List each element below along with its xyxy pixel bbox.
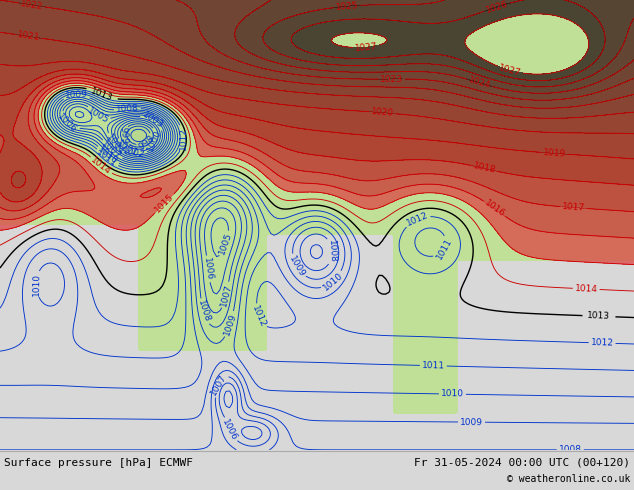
Text: 1010: 1010 <box>96 145 120 167</box>
Text: 1014: 1014 <box>574 284 598 294</box>
Text: 1026: 1026 <box>485 0 509 15</box>
Text: 1020: 1020 <box>370 107 394 118</box>
Text: 998: 998 <box>137 133 156 151</box>
Text: 1012: 1012 <box>591 338 614 348</box>
Text: 1001: 1001 <box>115 139 139 158</box>
Text: 1017: 1017 <box>562 202 585 213</box>
Text: 1008: 1008 <box>327 240 337 263</box>
Text: 1010: 1010 <box>441 390 464 399</box>
Text: 1023: 1023 <box>380 74 403 83</box>
Text: 1006: 1006 <box>221 417 239 442</box>
Text: 1007: 1007 <box>209 372 228 397</box>
Text: 1005: 1005 <box>217 231 234 256</box>
Text: 1007: 1007 <box>100 139 123 161</box>
Text: 1014: 1014 <box>89 155 113 176</box>
Text: 1027: 1027 <box>354 42 378 53</box>
Text: 1011: 1011 <box>95 147 119 169</box>
Text: 1008: 1008 <box>559 445 582 454</box>
Text: 1021: 1021 <box>16 30 41 43</box>
Text: 1012: 1012 <box>405 211 430 228</box>
Text: 1000: 1000 <box>146 128 164 153</box>
Text: 1003: 1003 <box>141 110 165 130</box>
Text: 1013: 1013 <box>89 86 114 102</box>
Text: 1010: 1010 <box>32 272 41 295</box>
Text: © weatheronline.co.uk: © weatheronline.co.uk <box>507 474 630 484</box>
Text: 1012: 1012 <box>250 304 267 329</box>
Text: 1019: 1019 <box>543 148 566 159</box>
Text: 1009: 1009 <box>287 254 306 279</box>
Text: 1006: 1006 <box>202 257 214 281</box>
Text: 1012: 1012 <box>179 127 188 149</box>
Text: 1008: 1008 <box>196 299 211 324</box>
Text: Fr 31-05-2024 00:00 UTC (00+120): Fr 31-05-2024 00:00 UTC (00+120) <box>414 458 630 468</box>
Text: Surface pressure [hPa] ECMWF: Surface pressure [hPa] ECMWF <box>4 458 193 468</box>
Text: 1008: 1008 <box>115 104 139 114</box>
Text: 1013: 1013 <box>587 311 611 321</box>
Text: 1022: 1022 <box>20 0 44 11</box>
Text: 1002: 1002 <box>122 146 146 159</box>
Text: 1006: 1006 <box>56 112 79 134</box>
Text: 1007: 1007 <box>219 283 233 307</box>
Text: 1009: 1009 <box>223 312 238 337</box>
Text: 1025: 1025 <box>335 0 359 12</box>
Text: 1011: 1011 <box>434 237 453 261</box>
Text: 1011: 1011 <box>422 361 445 370</box>
Text: 999: 999 <box>119 127 129 145</box>
Text: 1009: 1009 <box>460 417 483 427</box>
Text: 1009: 1009 <box>65 90 88 100</box>
Text: 1010: 1010 <box>321 270 344 293</box>
Text: 1024: 1024 <box>467 75 492 91</box>
Text: 1016: 1016 <box>482 198 507 219</box>
Text: 1018: 1018 <box>472 162 496 175</box>
Text: 1005: 1005 <box>86 106 110 125</box>
Text: 1027: 1027 <box>498 63 522 78</box>
Text: 1015: 1015 <box>153 192 176 215</box>
Text: 1004: 1004 <box>104 133 126 156</box>
